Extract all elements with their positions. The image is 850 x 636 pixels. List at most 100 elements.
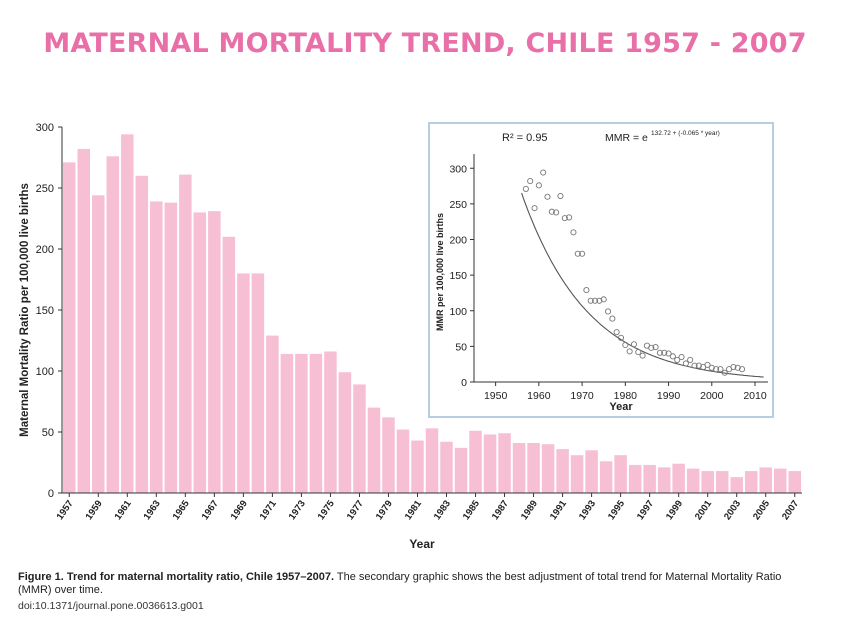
- bar-1963: [150, 201, 163, 494]
- data-point-1982: [630, 341, 638, 348]
- data-point-1963: [548, 208, 555, 215]
- inset-panel: 0 50 100 150 200 250 300 1950 1960 1970 1980 1990 20…: [428, 122, 774, 418]
- x-tick-label: 1973: [287, 498, 308, 522]
- x-tick-label: 1959: [84, 498, 105, 522]
- bar-1998: [657, 467, 671, 493]
- data-point-1975: [600, 296, 607, 303]
- x-tick-label: 1993: [577, 498, 598, 522]
- inset-y-tick-label: 200: [449, 235, 467, 247]
- bar-1997: [643, 464, 656, 493]
- inset-x-tick-label: 2000: [700, 390, 724, 402]
- data-point-1959: [531, 205, 538, 212]
- x-tick-label: 1981: [403, 498, 425, 522]
- bar-1968: [222, 236, 236, 494]
- x-tick-label: 2007: [780, 498, 801, 522]
- data-point-1993: [678, 354, 685, 361]
- caption-doi: doi:10.1371/journal.pone.0036613.g001: [18, 600, 204, 612]
- data-point-1966: [561, 215, 568, 222]
- x-tick-label: 1999: [664, 498, 685, 522]
- x-tick-label: 2003: [722, 498, 743, 522]
- data-point-2000: [708, 364, 715, 371]
- data-point-1961: [540, 169, 547, 176]
- data-point-1981: [626, 348, 633, 355]
- x-tick-label: 1965: [171, 498, 193, 522]
- bar-2002: [715, 471, 729, 493]
- bar-1976: [338, 372, 352, 493]
- bar-1964: [164, 202, 178, 493]
- x-tick-label: 1987: [490, 498, 511, 522]
- bar-2001: [701, 471, 714, 493]
- x-tick-label: 1975: [316, 498, 338, 522]
- bar-2003: [730, 477, 743, 493]
- y-tick-label: 200: [36, 244, 54, 256]
- bar-1965: [179, 174, 192, 493]
- bar-1969: [237, 273, 250, 493]
- inset-y-tick-label: 150: [449, 270, 467, 282]
- data-point-1977: [609, 315, 616, 322]
- caption-bold: Figure 1. Trend for maternal mortality r…: [18, 571, 335, 583]
- inset-y-tick-label: 300: [449, 163, 467, 175]
- bar-1959: [92, 195, 105, 493]
- figure-caption: Figure 1. Trend for maternal mortality r…: [18, 571, 818, 597]
- data-point-1967: [566, 214, 573, 221]
- bar-1985: [469, 430, 482, 493]
- data-point-2005: [730, 363, 737, 371]
- data-point-1969: [574, 250, 581, 257]
- bar-1972: [280, 353, 294, 493]
- x-tick-label: 2005: [751, 498, 773, 522]
- data-point-1974: [596, 297, 603, 304]
- bar-1967: [208, 211, 221, 493]
- bar-1991: [556, 449, 569, 493]
- bar-1975: [324, 351, 337, 493]
- x-tick-label: 1971: [258, 498, 280, 522]
- y-tick-label: 150: [36, 305, 54, 317]
- bar-1978: [367, 407, 381, 493]
- x-tick-label: 1997: [635, 498, 656, 522]
- inset-x-axis-label: Year: [609, 401, 633, 413]
- y-tick-label: 300: [36, 122, 54, 134]
- data-point-1979: [617, 334, 625, 341]
- data-point-1962: [544, 193, 551, 200]
- caption-text: The secondary graphic shows the best adj…: [18, 571, 782, 596]
- y-tick-label: 0: [48, 488, 54, 500]
- data-point-1970: [579, 250, 586, 257]
- inset-y-tick-label: 50: [455, 341, 467, 353]
- fit-curve: [521, 192, 764, 378]
- r-squared-annotation: R² = 0.95: [502, 132, 548, 144]
- bar-1981: [411, 440, 424, 493]
- data-point-1989: [661, 349, 668, 356]
- data-point-2003: [721, 369, 728, 376]
- bar-1990: [541, 444, 555, 493]
- x-tick-label: 1963: [142, 498, 163, 522]
- x-tick-label: 1977: [345, 498, 366, 522]
- inset-x-tick-label: 1950: [484, 390, 508, 402]
- inset-y-axis-label: MMR per 100,000 live births: [435, 213, 445, 331]
- data-point-1991: [669, 353, 676, 360]
- data-point-2001: [713, 366, 720, 373]
- formula-exponent: 132.72 + (-0.065 * year): [651, 130, 720, 137]
- data-point-1990: [665, 350, 672, 357]
- data-point-1996: [691, 362, 698, 369]
- bar-1957: [63, 162, 76, 493]
- data-point-1984: [639, 352, 646, 359]
- bar-1989: [527, 442, 540, 493]
- x-tick-label: 1995: [606, 498, 628, 522]
- slide-title: MATERNAL MORTALITY TREND, CHILE 1957 - 2…: [43, 28, 807, 59]
- data-point-1978: [613, 329, 620, 336]
- data-point-1986: [648, 344, 655, 351]
- main-bar-chart: 0 50 100 150 200 250 300 1957 1959 1961 1963 1965 19…: [19, 122, 802, 551]
- bar-1999: [672, 463, 685, 493]
- data-point-1958: [527, 178, 534, 185]
- bar-2004: [744, 471, 758, 493]
- bar-1970: [251, 273, 265, 493]
- data-point-1960: [535, 182, 542, 189]
- x-tick-label: 1961: [113, 498, 135, 522]
- y-tick-label: 250: [36, 183, 54, 195]
- inset-x-tick-label: 2010: [743, 390, 767, 402]
- data-point-1994: [682, 360, 689, 367]
- bar-1986: [483, 434, 497, 493]
- y-tick-label: 100: [36, 366, 54, 378]
- x-tick-label: 2001: [693, 498, 715, 522]
- data-point-1972: [587, 297, 594, 304]
- y-tick-label: 50: [42, 427, 54, 439]
